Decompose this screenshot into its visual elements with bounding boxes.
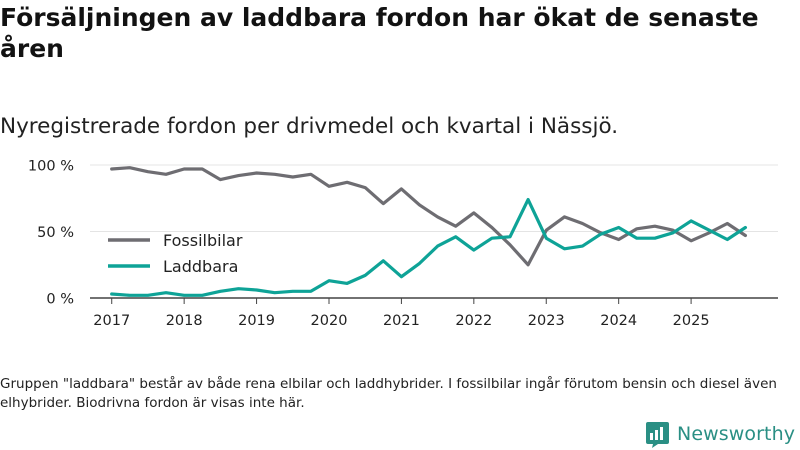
series-line-laddbara <box>110 198 747 297</box>
x-tick-label: 2019 <box>238 313 275 329</box>
brand-logo: Newsworthy <box>645 420 795 448</box>
chart-title: Försäljningen av laddbara fordon har öka… <box>0 3 759 63</box>
newsworthy-logo-icon <box>646 421 669 448</box>
x-tick-label: 2017 <box>93 313 130 329</box>
x-tick-label: 2024 <box>600 313 637 329</box>
legend-label-fossilbilar: Fossilbilar <box>163 231 243 250</box>
x-tick-label: 2022 <box>455 313 492 329</box>
x-tick-label: 2021 <box>383 313 420 329</box>
x-tick-label: 2023 <box>528 313 565 329</box>
y-tick-label: 50 % <box>37 225 74 241</box>
x-tick-label: 2018 <box>166 313 203 329</box>
y-tick-label: 0 % <box>46 292 74 308</box>
footnote: Gruppen "laddbara" består av både rena e… <box>0 376 777 411</box>
line-chart: 0 % 50 % 100 % 2017 2018 2019 2020 2021 2022 2023… <box>28 159 778 329</box>
x-tick-label: 2020 <box>311 313 348 329</box>
chart-subtitle: Nyregistrerade fordon per drivmedel och … <box>0 114 619 139</box>
series-line-fossilbilar <box>110 166 747 267</box>
brand-name: Newsworthy <box>677 423 796 445</box>
legend-label-laddbara: Laddbara <box>163 257 238 276</box>
x-tick-label: 2025 <box>673 313 710 329</box>
y-tick-label: 100 % <box>28 159 74 175</box>
